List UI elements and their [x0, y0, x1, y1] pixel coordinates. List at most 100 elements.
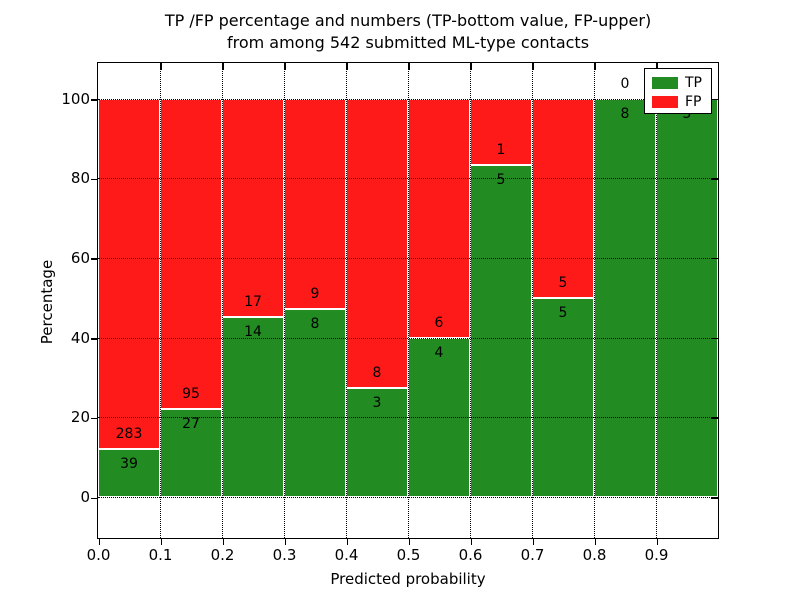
x-tick-top-icon: [532, 63, 534, 70]
bar-label-tp: 5: [558, 304, 568, 321]
x-tick-label: 0.7: [520, 546, 545, 564]
gridline-vertical: [222, 63, 223, 538]
y-tick-right-icon: [711, 417, 718, 419]
legend: TP FP: [644, 68, 712, 114]
bar-label-tp: 3: [372, 395, 382, 412]
y-tick-icon: [91, 258, 97, 260]
bar-label-fp: 283: [115, 425, 143, 442]
x-tick-label: 0.2: [210, 546, 235, 564]
bar-label-fp: 1: [496, 141, 506, 158]
y-tick-icon: [91, 178, 97, 181]
x-axis-label: Predicted probability: [330, 570, 486, 588]
bar-segment-tp: [346, 388, 408, 497]
x-tick-top-icon: [284, 63, 286, 70]
y-axis-label: Percentage: [38, 259, 56, 345]
bar-label-tp: 5: [496, 171, 506, 188]
x-tick-label: 0.4: [334, 546, 359, 564]
legend-swatch-fp-icon: [652, 96, 678, 108]
x-tick-icon: [346, 539, 348, 545]
gridline-vertical: [470, 63, 471, 538]
bar-label-fp: 9: [310, 286, 320, 303]
x-tick-icon: [594, 539, 596, 545]
y-tick-right-icon: [711, 178, 718, 180]
x-tick-label: 0.8: [582, 546, 607, 564]
gridline-vertical: [160, 63, 161, 538]
legend-swatch-tp-icon: [652, 77, 678, 89]
x-tick-icon: [470, 539, 472, 545]
y-tick-icon: [91, 497, 97, 499]
y-tick-icon: [91, 417, 97, 420]
legend-item: FP: [652, 93, 711, 111]
gridline-vertical: [346, 63, 347, 538]
bar-segment-fp: [408, 98, 470, 338]
bar-segment-tp: [222, 317, 284, 497]
chart-title-line1: TP /FP percentage and numbers (TP-bottom…: [164, 11, 652, 30]
chart-title-line2: from among 542 submitted ML-type contact…: [226, 33, 590, 52]
y-tick-right-icon: [711, 98, 718, 100]
x-tick-icon: [284, 539, 286, 545]
y-tick-icon: [91, 99, 97, 101]
y-tick-label: 0: [80, 488, 90, 506]
x-tick-label: 0.0: [86, 546, 111, 564]
x-tick-label: 0.1: [148, 546, 173, 564]
bar-segment-fp: [532, 98, 594, 298]
bar-label-tp: 39: [120, 455, 138, 472]
gridline-vertical: [656, 63, 657, 538]
bar-segment-fp: [346, 98, 408, 389]
x-tick-icon: [222, 539, 224, 545]
bar-label-fp: 17: [244, 294, 262, 311]
y-tick-label: 60: [70, 248, 90, 267]
y-tick-right-icon: [711, 257, 718, 260]
y-tick-label: 20: [70, 408, 90, 427]
legend-item-label: FP: [685, 94, 702, 110]
bar-label-fp: 6: [434, 314, 444, 331]
y-tick-label: 100: [61, 89, 90, 108]
y-tick-icon: [91, 338, 97, 340]
bar-label-fp: 95: [182, 385, 200, 402]
bar-segment-tp: [98, 448, 160, 497]
x-tick-icon: [532, 539, 534, 545]
gridline-vertical: [532, 63, 533, 538]
bar-segment-fp: [98, 98, 160, 449]
x-tick-top-icon: [594, 63, 596, 70]
x-tick-icon: [98, 539, 100, 545]
bar-segment-fp: [160, 98, 222, 409]
y-tick-label: 80: [70, 169, 90, 188]
bar-label-tp: 27: [182, 415, 200, 432]
x-tick-label: 0.5: [396, 546, 421, 564]
y-tick-label: 40: [70, 328, 90, 347]
bar-label-tp: 14: [244, 324, 262, 341]
bar-segment-tp: [532, 297, 594, 497]
y-tick-right-icon: [711, 337, 718, 340]
x-tick-top-icon: [346, 63, 348, 70]
legend-item-label: TP: [685, 75, 702, 91]
bar-segment-tp: [594, 98, 656, 497]
bar-label-fp: 5: [558, 274, 568, 291]
x-tick-label: 0.6: [458, 546, 483, 564]
x-tick-top-icon: [656, 63, 658, 70]
bar-segment-fp: [222, 98, 284, 318]
gridline-vertical: [594, 63, 595, 538]
x-tick-top-icon: [470, 63, 472, 70]
bar-segment-tp: [656, 98, 718, 497]
x-tick-label: 0.9: [644, 546, 669, 564]
x-tick-top-icon: [408, 63, 410, 70]
gridline-vertical: [408, 63, 409, 538]
legend-item: TP: [652, 74, 711, 92]
bar-segment-tp: [160, 408, 222, 497]
bar-label-fp: 0: [620, 75, 630, 92]
y-tick-right-icon: [711, 497, 718, 499]
x-tick-top-icon: [222, 63, 224, 70]
bar-label-fp: 8: [372, 365, 382, 382]
bar-label-tp: 8: [620, 105, 630, 122]
x-tick-icon: [656, 539, 658, 545]
bar-segment-tp: [470, 164, 532, 497]
x-tick-label: 0.3: [272, 546, 297, 564]
gridline-vertical: [284, 63, 285, 538]
bar-label-tp: 8: [310, 316, 320, 333]
x-tick-icon: [160, 539, 162, 545]
x-tick-top-icon: [160, 63, 162, 70]
bar-segment-fp: [284, 98, 346, 310]
